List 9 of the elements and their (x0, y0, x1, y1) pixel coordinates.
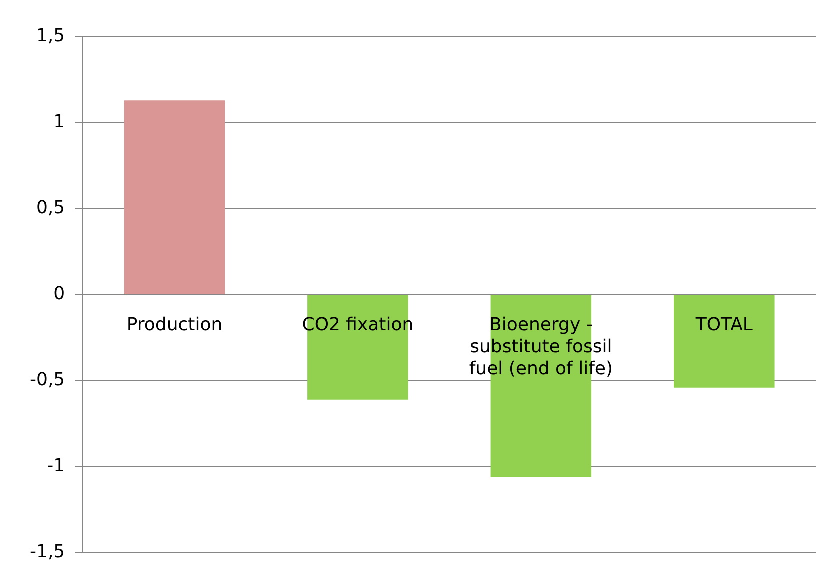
y-tick-label: 0,5 (36, 198, 66, 219)
x-tick-label: TOTAL (694, 314, 753, 336)
x-tick-label: Production (126, 314, 223, 336)
y-tick-label: -0,5 (30, 370, 66, 391)
y-tick-label: 0 (54, 284, 66, 305)
y-tick-label: 1,5 (36, 26, 66, 47)
y-tick-label: 1 (54, 112, 66, 133)
y-tick-label: -1 (47, 456, 66, 477)
y-tick-label: -1,5 (30, 542, 66, 563)
